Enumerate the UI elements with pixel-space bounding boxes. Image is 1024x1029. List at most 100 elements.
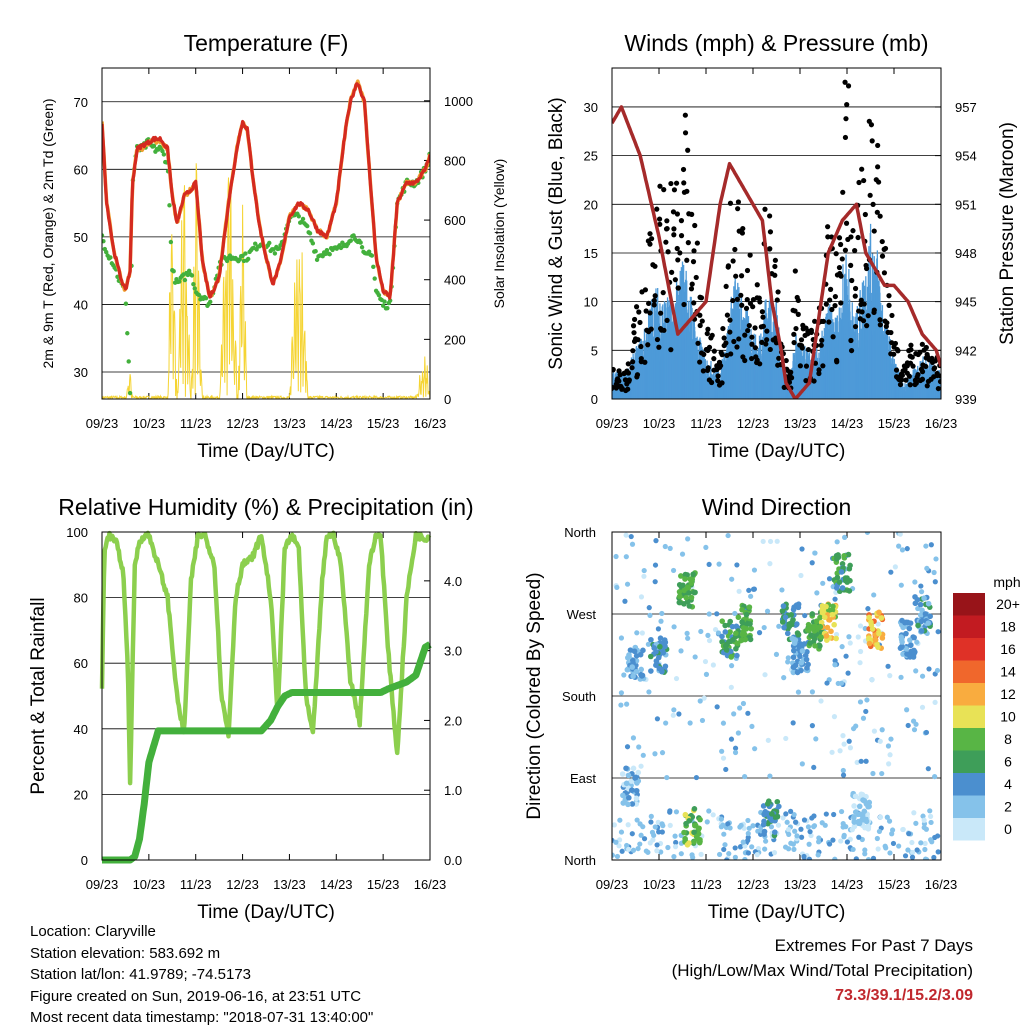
direction-point bbox=[779, 619, 786, 625]
dewpoint-point bbox=[253, 241, 258, 246]
direction-point bbox=[866, 635, 872, 641]
direction-point bbox=[919, 673, 926, 679]
direction-point bbox=[617, 817, 623, 823]
direction-point bbox=[728, 648, 734, 655]
dewpoint-point bbox=[300, 216, 306, 222]
gust-point bbox=[871, 309, 877, 316]
direction-point bbox=[857, 623, 864, 629]
direction-point bbox=[718, 816, 724, 822]
direction-point bbox=[676, 588, 683, 595]
colorbar-swatch bbox=[953, 795, 985, 818]
gust-point bbox=[760, 314, 766, 320]
gust-point bbox=[688, 286, 695, 292]
y2-axis-label: Solar Insolation (Yellow) bbox=[491, 159, 507, 309]
direction-point bbox=[630, 735, 637, 741]
direction-point bbox=[626, 794, 632, 801]
x-tick-label: 12/23 bbox=[737, 877, 770, 892]
direction-point bbox=[813, 736, 819, 742]
gust-point bbox=[763, 341, 769, 347]
direction-point bbox=[767, 561, 773, 567]
gust-point bbox=[669, 269, 675, 275]
direction-point bbox=[751, 567, 758, 573]
y-tick-label: 80 bbox=[74, 591, 88, 606]
direction-point bbox=[774, 813, 781, 820]
direction-point bbox=[823, 603, 829, 610]
gust-point bbox=[719, 380, 725, 386]
gust-point bbox=[919, 341, 925, 347]
direction-point bbox=[923, 826, 929, 832]
direction-point bbox=[877, 738, 883, 744]
gust-point bbox=[848, 347, 855, 354]
gust-point bbox=[705, 326, 711, 332]
gust-point bbox=[652, 293, 658, 299]
direction-point bbox=[783, 811, 789, 817]
direction-point bbox=[626, 654, 632, 660]
direction-point bbox=[903, 630, 909, 637]
direction-point bbox=[900, 826, 906, 833]
colorbar-swatch bbox=[953, 773, 985, 796]
colorbar-label: 16 bbox=[1000, 641, 1016, 657]
direction-point bbox=[888, 569, 894, 575]
direction-point bbox=[667, 822, 673, 829]
direction-point bbox=[832, 662, 838, 668]
direction-point bbox=[869, 677, 875, 683]
direction-point bbox=[754, 852, 760, 858]
direction-point bbox=[918, 628, 925, 634]
direction-point bbox=[927, 808, 933, 814]
direction-point bbox=[902, 853, 909, 859]
colorbar-swatch bbox=[953, 683, 985, 706]
direction-point bbox=[734, 562, 740, 568]
direction-point bbox=[667, 809, 673, 815]
direction-point bbox=[734, 652, 740, 659]
direction-point bbox=[710, 662, 716, 668]
y-tick-label: 20 bbox=[584, 197, 598, 212]
gust-point bbox=[661, 187, 667, 193]
x-tick-label: 16/23 bbox=[414, 877, 447, 892]
direction-point bbox=[932, 699, 938, 705]
gust-point bbox=[877, 322, 883, 328]
gust-point bbox=[661, 327, 667, 333]
direction-point bbox=[811, 813, 817, 819]
direction-point bbox=[698, 851, 704, 857]
gust-point bbox=[711, 348, 717, 354]
direction-point bbox=[826, 576, 833, 582]
gust-point bbox=[865, 313, 871, 319]
direction-point bbox=[657, 635, 664, 641]
direction-point bbox=[905, 847, 911, 853]
x-tick-label: 11/23 bbox=[690, 416, 722, 431]
direction-point bbox=[618, 829, 625, 835]
direction-point bbox=[733, 623, 740, 630]
direction-point bbox=[689, 576, 696, 583]
gust-point bbox=[675, 285, 681, 291]
y-axis-label: 2m & 9m T (Red, Orange) & 2m Td (Green) bbox=[40, 99, 56, 369]
direction-point bbox=[614, 584, 620, 591]
direction-point bbox=[874, 641, 880, 647]
direction-point bbox=[790, 664, 797, 670]
direction-point bbox=[740, 839, 746, 845]
direction-point bbox=[914, 639, 920, 645]
y-tick-label: 0 bbox=[591, 392, 598, 407]
direction-point bbox=[698, 628, 704, 635]
gust-point bbox=[612, 367, 616, 373]
direction-point bbox=[652, 824, 658, 830]
y-tick-label: 100 bbox=[66, 525, 88, 540]
direction-point bbox=[806, 841, 812, 847]
direction-point bbox=[693, 774, 700, 781]
direction-point bbox=[648, 813, 654, 819]
gust-point bbox=[739, 230, 745, 236]
gust-point bbox=[634, 372, 641, 378]
direction-point bbox=[812, 550, 818, 556]
gust-point bbox=[645, 342, 651, 348]
gust-point bbox=[833, 251, 839, 257]
direction-point bbox=[774, 798, 781, 805]
dewpoint-point bbox=[192, 286, 197, 291]
colorbar-label: 18 bbox=[1000, 619, 1016, 635]
direction-point bbox=[760, 803, 767, 809]
direction-point bbox=[811, 823, 818, 829]
direction-point bbox=[928, 542, 934, 548]
direction-point bbox=[630, 660, 636, 666]
direction-point bbox=[635, 769, 642, 776]
x-tick-label: 09/23 bbox=[596, 877, 629, 892]
direction-point bbox=[745, 710, 751, 716]
direction-point bbox=[826, 841, 833, 847]
